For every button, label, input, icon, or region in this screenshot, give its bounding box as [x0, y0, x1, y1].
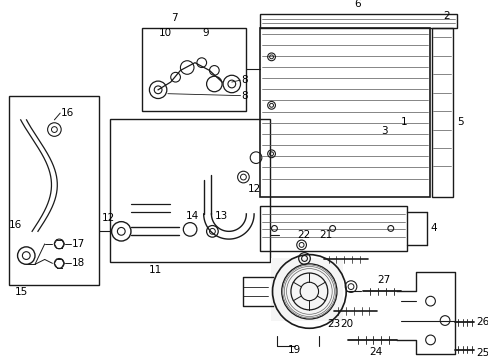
Text: 4: 4: [429, 224, 436, 233]
Text: 22: 22: [297, 230, 310, 240]
Text: 20: 20: [340, 319, 353, 329]
Text: 10: 10: [159, 28, 172, 37]
Text: 15: 15: [15, 287, 28, 297]
Text: 17: 17: [72, 239, 85, 249]
Bar: [109, 119, 269, 262]
Bar: [260, 206, 407, 251]
Text: 12: 12: [102, 213, 115, 223]
Text: 23: 23: [326, 319, 339, 329]
Text: 13: 13: [214, 211, 227, 221]
Bar: [9, 96, 99, 285]
Text: 27: 27: [376, 275, 389, 285]
Text: 8: 8: [241, 91, 247, 101]
Text: 26: 26: [475, 318, 488, 328]
Text: 25: 25: [475, 347, 488, 357]
Text: 1: 1: [400, 117, 407, 127]
Bar: [260, 28, 428, 197]
Text: 8: 8: [241, 75, 247, 85]
Text: 18: 18: [72, 258, 85, 268]
Bar: [260, 14, 456, 28]
Text: 6: 6: [354, 0, 361, 9]
Text: 7: 7: [170, 13, 177, 23]
Text: 5: 5: [457, 117, 463, 127]
Bar: [430, 28, 452, 197]
Text: 12: 12: [248, 184, 261, 194]
Text: 11: 11: [148, 265, 162, 275]
Text: 14: 14: [186, 211, 199, 221]
Text: 9: 9: [203, 28, 209, 37]
Bar: [270, 257, 343, 320]
Text: 16: 16: [9, 220, 22, 230]
Text: 21: 21: [318, 230, 332, 240]
Text: 16: 16: [61, 108, 74, 118]
Text: 2: 2: [442, 11, 449, 21]
Bar: [142, 28, 246, 111]
Text: 19: 19: [287, 345, 301, 355]
Text: 3: 3: [380, 126, 387, 136]
Text: 24: 24: [369, 347, 382, 356]
